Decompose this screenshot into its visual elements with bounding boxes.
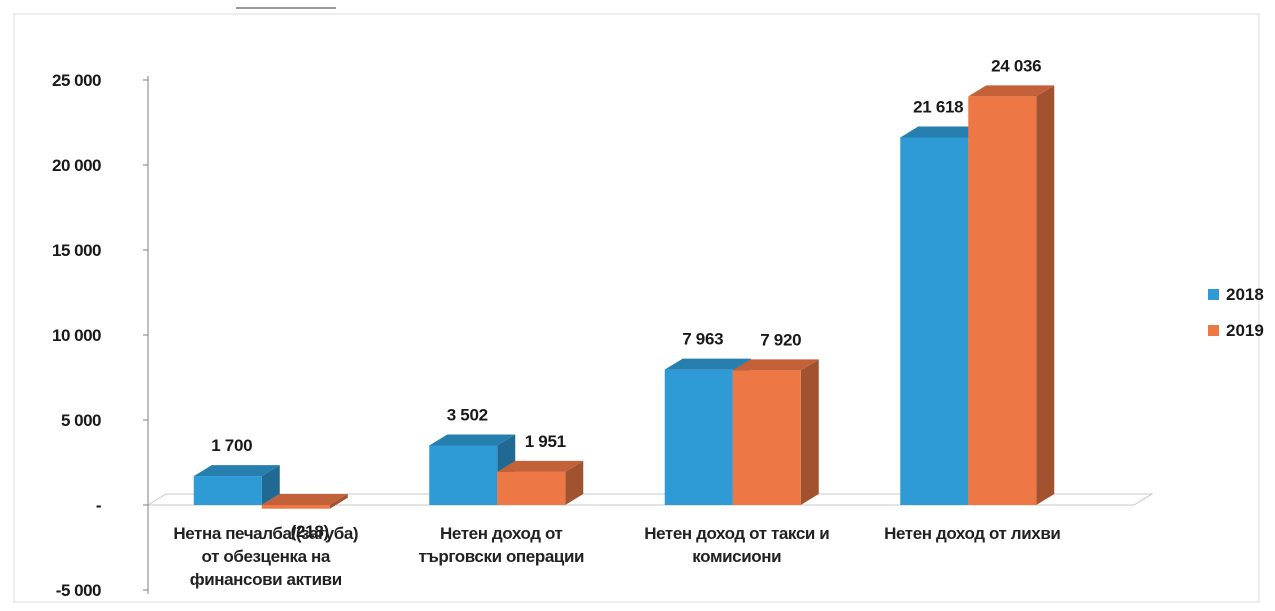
bar-front-face — [968, 96, 1037, 505]
bar-side-face — [1036, 85, 1055, 505]
category-label-0: Нетна печалба/(загуба) от обезценка на фин… — [173, 524, 358, 589]
data-label-2019-3: 24 036 — [991, 56, 1041, 75]
y-tick-label: -5 000 — [56, 581, 101, 600]
bar-front-face — [429, 445, 498, 505]
chart-border — [13, 13, 1260, 603]
bar-front-face — [900, 137, 969, 505]
category-label-1: Нетен доход от търговски операции — [418, 524, 584, 566]
bar-top-face — [968, 85, 1055, 97]
legend-item-2019: 2019 — [1208, 321, 1264, 340]
bar-front-face — [497, 471, 566, 505]
bar-front-face — [664, 369, 733, 505]
bar-2018-0 — [193, 465, 280, 505]
bar-side-face — [261, 465, 280, 505]
zero-floor-plane — [146, 493, 1154, 506]
bar-top-face — [497, 460, 584, 472]
bar-2019-0 — [261, 494, 348, 509]
bar-2019-2 — [732, 359, 819, 505]
bar-top-face — [664, 358, 751, 370]
data-label-2018-3: 21 618 — [913, 97, 963, 116]
legend-item-2018: 2018 — [1208, 285, 1264, 304]
bar-top-face — [261, 494, 348, 505]
bar-side-face — [565, 460, 584, 505]
y-tick-label: 20 000 — [52, 156, 101, 175]
legend-swatch — [1208, 325, 1219, 336]
bar-2019-3 — [968, 85, 1055, 505]
legend-label: 2018 — [1226, 285, 1264, 304]
bar-side-face — [329, 494, 348, 509]
data-label-2018-0: 1 700 — [211, 436, 252, 455]
bar-top-face — [429, 434, 516, 446]
data-label-2018-1: 3 502 — [447, 405, 488, 424]
bar-2019-1 — [497, 460, 584, 505]
bar-side-face — [800, 359, 819, 505]
data-label-2019-2: 7 920 — [760, 330, 801, 349]
bar-top-face — [193, 465, 280, 477]
bar-top-face — [900, 126, 987, 138]
bar-front-face — [261, 505, 330, 509]
bar-front-face — [193, 476, 262, 505]
legend-swatch — [1208, 289, 1219, 300]
data-label-2019-1: 1 951 — [525, 432, 566, 451]
category-label-3: Нетен доход от лихви — [884, 524, 1060, 543]
y-tick-label: 5 000 — [61, 411, 101, 430]
legend-label: 2019 — [1226, 321, 1264, 340]
y-tick-label: 15 000 — [52, 241, 101, 260]
category-label-2: Нетен доход от такси и комисиони — [644, 524, 829, 566]
data-label-2018-2: 7 963 — [682, 330, 723, 349]
data-label-2019-0: (218) — [291, 522, 329, 541]
y-tick-label: 10 000 — [52, 326, 101, 345]
bar-top-face — [732, 359, 819, 371]
y-tick-label: - — [96, 496, 101, 515]
y-tick-label: 25 000 — [52, 71, 101, 90]
bar-front-face — [732, 370, 801, 505]
